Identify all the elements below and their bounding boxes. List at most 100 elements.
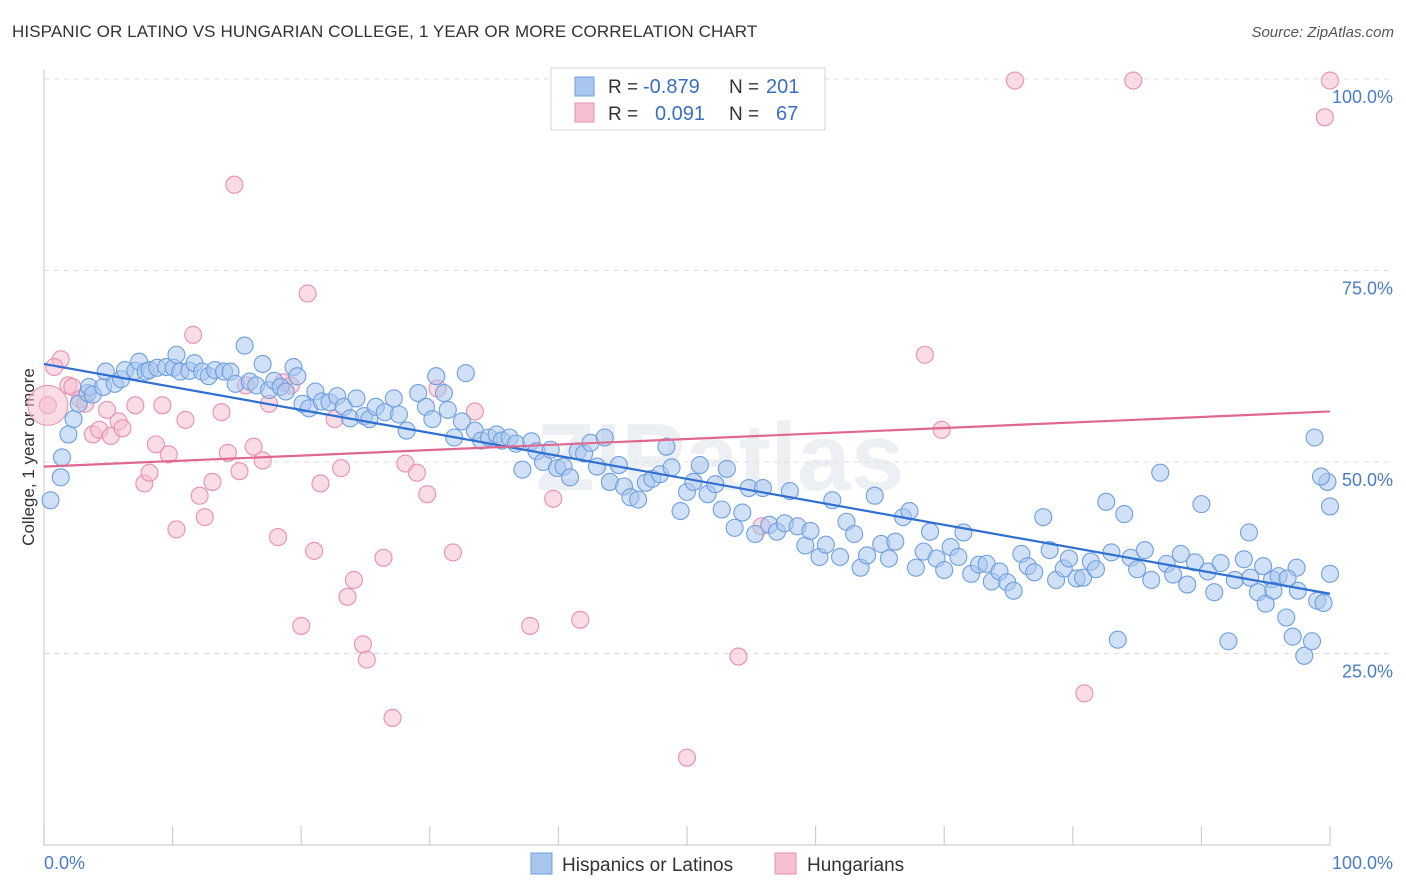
hispanics-point-34 [253, 354, 272, 374]
hispanics-point-132 [921, 522, 940, 541]
legend-r-value-0: -0.879 [643, 76, 700, 98]
hispanics-point-49 [347, 389, 366, 408]
hungarians-point-48 [407, 463, 426, 482]
hungarians-point-55 [571, 610, 590, 629]
hispanics-point-73 [513, 460, 532, 479]
hungarians-point-45 [374, 548, 393, 567]
hispanics-point-173 [1205, 583, 1224, 602]
legend-n-label-0: N = [729, 77, 759, 98]
hungarians-point-42 [344, 570, 363, 590]
hispanics-point-117 [816, 535, 835, 554]
legend-n-label-1: N = [729, 104, 759, 125]
hispanics-point-80 [560, 468, 580, 487]
hungarians-point-52 [465, 402, 484, 421]
hispanics-point-55 [389, 405, 408, 424]
hungarians-point-56 [677, 748, 697, 767]
hungarians-point-30 [253, 451, 272, 470]
hispanics-point-193 [1311, 467, 1331, 486]
hispanics-point-158 [1102, 543, 1121, 562]
hispanics-point-40 [288, 367, 307, 386]
x-ticks [43, 826, 1331, 845]
hispanics-point-121 [845, 524, 864, 544]
hispanics-point-2 [52, 448, 72, 467]
source-label: Source: ZipAtlas.com [1251, 24, 1394, 41]
hungarians-point-32 [269, 528, 288, 547]
hungarians-point-63 [1124, 71, 1143, 90]
hungarians-point-15 [146, 435, 165, 454]
hispanics-point-124 [865, 486, 884, 505]
hispanics-point-183 [1277, 608, 1296, 627]
hungarians-point-20 [184, 325, 203, 344]
hispanics-point-175 [1219, 632, 1238, 651]
hispanics-point-174 [1211, 554, 1230, 573]
hungarians-point-54 [544, 489, 563, 508]
hungarians-trend-line [43, 410, 1331, 468]
hispanics-point-94 [657, 437, 676, 456]
hispanics-point-105 [733, 503, 752, 522]
hungarians-point-8 [97, 400, 117, 419]
hungarians-point-17 [159, 445, 178, 464]
hispanics-point-184 [1283, 627, 1302, 646]
hungarians-point-53 [521, 616, 540, 635]
hispanics-point-149 [1040, 541, 1059, 560]
legend-swatch-pink [574, 102, 595, 123]
hungarians-point-40 [332, 459, 351, 478]
hispanics-point-62 [438, 400, 457, 419]
hispanics-point-31 [235, 336, 254, 355]
hungarians-point-large [27, 384, 69, 426]
hispanics-trend-line [43, 362, 1331, 595]
hungarians-point-49 [418, 485, 437, 504]
hispanics-points [41, 336, 1340, 665]
hungarians-point-22 [195, 508, 214, 527]
hispanics-point-21 [167, 345, 186, 364]
legend-n-value-0: 201 [766, 76, 799, 98]
hungarians-point-61 [1005, 71, 1024, 90]
hungarians-point-46 [383, 708, 402, 727]
hungarians-point-51 [443, 543, 462, 562]
hispanics-point-163 [1135, 541, 1154, 560]
hispanics-point-90 [629, 490, 648, 509]
hispanics-point-102 [712, 500, 731, 519]
hispanics-point-119 [830, 547, 850, 567]
x-tick-label-100: 100.0% [1332, 853, 1393, 873]
hungarians-point-62 [1075, 684, 1094, 703]
hispanics-point-96 [671, 501, 690, 521]
hungarians-point-43 [353, 635, 372, 654]
hispanics-point-198 [1254, 557, 1273, 576]
hungarians-point-23 [203, 472, 222, 491]
hungarians-point-12 [126, 396, 145, 415]
hispanics-point-159 [1108, 630, 1127, 649]
hungarians-point-37 [305, 541, 324, 560]
hungarians-point-65 [1315, 108, 1334, 127]
hispanics-point-186 [1295, 646, 1314, 665]
hispanics-point-171 [1192, 495, 1211, 514]
hispanics-point-167 [1164, 565, 1183, 584]
hungarians-point-14 [140, 463, 159, 482]
hispanics-point-147 [1025, 563, 1044, 582]
hispanics-point-156 [1086, 560, 1105, 579]
hispanics-point-187 [1302, 632, 1322, 651]
hispanics-point-190 [1320, 564, 1340, 583]
hungarians-point-21 [190, 486, 209, 505]
hungarians-point-64 [1320, 71, 1340, 90]
hispanics-point-127 [886, 532, 905, 551]
hispanics-point-4 [64, 410, 83, 429]
bottom-legend-swatch-pink [774, 852, 797, 875]
hungarians-point-44 [357, 650, 376, 669]
hungarians-point-26 [225, 175, 244, 194]
y-tick-label-50: 50.0% [1342, 470, 1393, 490]
hispanics-point-103 [717, 459, 736, 478]
legend-n-value-1: 67 [776, 103, 798, 125]
hungarians-point-16 [153, 396, 172, 415]
hispanics-point-160 [1115, 505, 1134, 524]
hispanics-point-154 [1074, 568, 1093, 587]
hispanics-point-189 [1314, 593, 1333, 612]
hispanics-point-61 [434, 384, 453, 403]
hispanics-point-148 [1034, 508, 1053, 527]
hispanics-point-57 [409, 384, 428, 403]
hispanics-point-0 [41, 491, 60, 510]
hispanics-point-115 [801, 521, 820, 540]
legend-r-label-0: R = [608, 77, 638, 98]
hispanics-point-38 [276, 382, 295, 401]
